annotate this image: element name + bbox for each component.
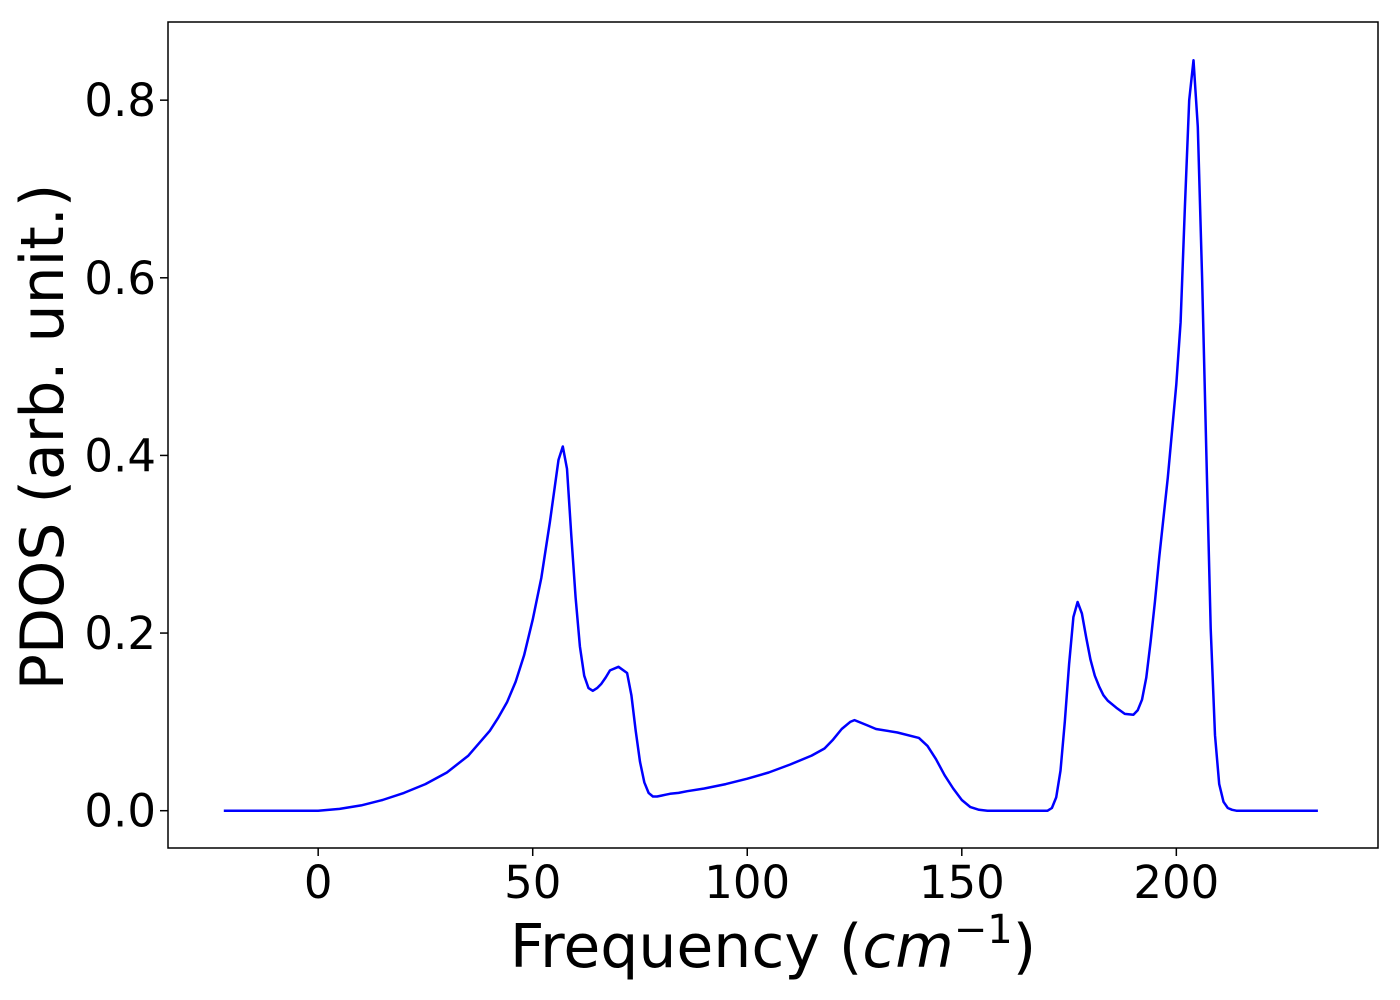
x-tick-label: 0 (304, 856, 333, 909)
y-tick-label: 0.2 (84, 607, 156, 660)
x-tick-label: 150 (919, 856, 1005, 909)
pdos-series-line (223, 58, 1318, 812)
x-tick-label: 50 (504, 856, 561, 909)
y-axis-ticks: 0.0 0.2 0.4 0.6 0.8 (84, 74, 168, 838)
x-axis-ticks: 0 50 100 150 200 (304, 848, 1219, 909)
y-tick-label: 0.6 (84, 252, 156, 305)
plot-area (167, 21, 1379, 849)
y-tick-label: 0.0 (84, 785, 156, 838)
y-tick-label: 0.8 (84, 74, 156, 127)
series-group (223, 58, 1318, 812)
x-tick-label: 100 (704, 856, 790, 909)
y-axis-label: PDOS (arb. unit.) (8, 184, 78, 691)
y-tick-label: 0.4 (84, 429, 156, 482)
x-axis-label: Frequency (cm−1) (510, 907, 1036, 982)
x-tick-label: 200 (1133, 856, 1219, 909)
